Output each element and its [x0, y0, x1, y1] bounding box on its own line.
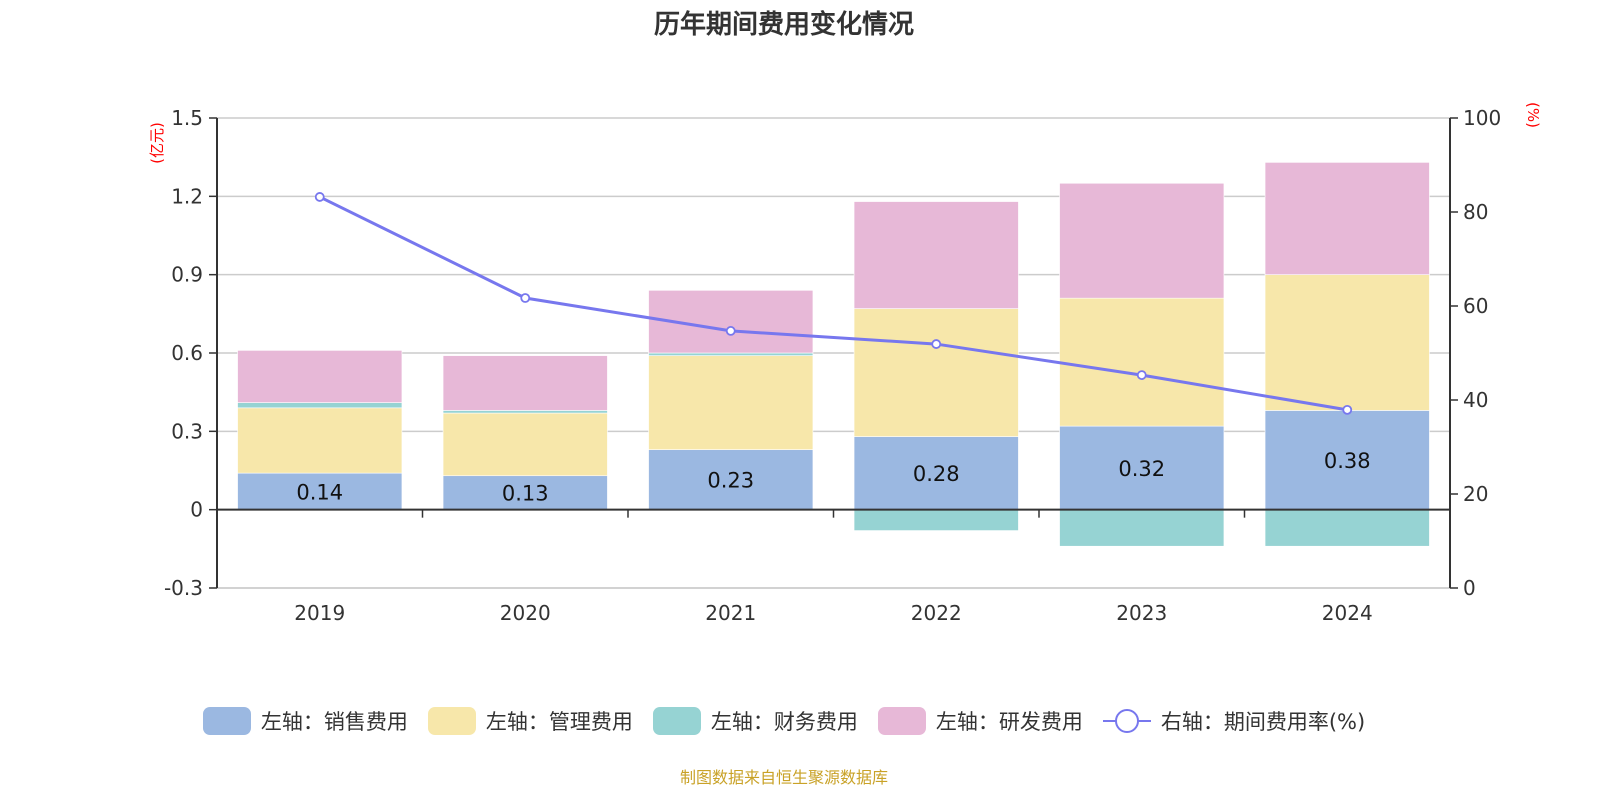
legend-line-marker-icon [1102, 709, 1151, 733]
rate-point [931, 339, 942, 349]
x-axis-label: 2019 [294, 601, 345, 625]
legend-swatch [427, 707, 476, 735]
bar-segment [1059, 297, 1225, 427]
left-axis-tick-label: 0.3 [171, 419, 203, 443]
right-axis-tick-label: 60 [1463, 294, 1488, 318]
left-axis-tick-label: 0.6 [171, 341, 203, 365]
data-labels: 0.14 0.13 0.23 0.28 0.32 0.38 [296, 449, 1370, 506]
legend-swatch [202, 707, 251, 735]
bar-segment [442, 355, 608, 411]
right-axis-unit: (%) [1524, 102, 1542, 128]
bar-segment [442, 475, 608, 510]
bar-segment [853, 436, 1019, 510]
chart-title: 历年期间费用变化情况 [653, 10, 914, 40]
legend-item[interactable]: 左轴：管理费用 [427, 706, 633, 736]
legend-item[interactable]: 左轴：研发费用 [877, 706, 1083, 736]
rate-point [1342, 404, 1353, 415]
rate-line [319, 195, 1348, 412]
rate-point [1136, 370, 1147, 380]
chart-canvas: 1.5 1.2 0.9 0.6 0.3 0 -0.3 100 80 60 40 20 0 2019 2020… [148, 102, 1542, 625]
left-axis-tick-label: -0.3 [164, 576, 203, 600]
bar-segment [442, 412, 608, 477]
right-axis-tick-label: 100 [1463, 106, 1501, 130]
legend-label: 左轴：销售费用 [260, 710, 408, 734]
bar-segment [648, 352, 814, 356]
bar-segment [1264, 274, 1430, 411]
rate-point [520, 293, 531, 303]
rate-point [725, 326, 736, 336]
left-axis-unit: (亿元) [148, 122, 166, 164]
bar-segment [1264, 509, 1430, 547]
bar-data-label: 0.38 [1324, 449, 1371, 473]
bar-segment [648, 355, 814, 450]
bar-segment [1059, 182, 1225, 299]
x-axis-label: 2024 [1322, 601, 1373, 625]
bar-segment [853, 201, 1019, 309]
left-axis-tick-label: 0.9 [171, 263, 203, 287]
bar-data-label: 0.14 [296, 480, 343, 504]
bar-segment [1264, 162, 1430, 275]
legend-item[interactable]: 左轴：财务费用 [652, 706, 858, 736]
bar-data-label: 0.32 [1118, 457, 1165, 481]
bar-data-label: 0.13 [502, 482, 549, 506]
bar-segment [237, 402, 403, 409]
grid-lines [217, 117, 1450, 589]
left-axis-tick-label: 1.5 [171, 106, 203, 130]
right-axis-tick-label: 40 [1463, 388, 1488, 412]
x-axis-label: 2022 [911, 601, 962, 625]
bar-data-label: 0.28 [913, 462, 960, 486]
right-axis-tick-label: 80 [1463, 200, 1488, 224]
legend-label: 左轴：研发费用 [935, 710, 1083, 734]
legend-item[interactable]: 右轴：期间费用率(%) [1102, 706, 1366, 736]
bar-series [237, 162, 1430, 547]
bar-segment [237, 407, 403, 474]
legend-swatch [652, 707, 701, 735]
bar-segment [1059, 509, 1225, 547]
bar-segment [237, 350, 403, 403]
right-axis-tick-label: 0 [1463, 576, 1476, 600]
legend: 左轴：销售费用 左轴：管理费用 左轴：财务费用 左轴：研发费用 右轴：期间费用率(%) [0, 706, 1568, 736]
rate-point [314, 192, 325, 202]
bar-segment [1059, 425, 1225, 510]
bar-segment [1264, 410, 1430, 510]
line-series [314, 192, 1353, 415]
legend-label: 右轴：期间费用率(%) [1160, 710, 1366, 734]
bar-segment [442, 410, 608, 414]
legend-label: 左轴：财务费用 [710, 710, 858, 734]
legend-item[interactable]: 左轴：销售费用 [202, 706, 408, 736]
right-axis-tick-label: 20 [1463, 482, 1488, 506]
x-axis-label: 2020 [500, 601, 551, 625]
bar-segment [853, 308, 1019, 437]
left-axis-tick-label: 1.2 [171, 184, 203, 208]
x-axis-label: 2021 [705, 601, 756, 625]
source-footer: 制图数据来自恒生聚源数据库 [679, 768, 888, 787]
legend-swatch [877, 707, 926, 735]
bar-data-label: 0.23 [707, 469, 754, 493]
bar-segment [853, 509, 1019, 531]
legend-label: 左轴：管理费用 [485, 710, 633, 734]
left-axis-tick-label: 0 [190, 498, 203, 522]
x-axis-label: 2023 [1116, 601, 1167, 625]
axes: 1.5 1.2 0.9 0.6 0.3 0 -0.3 100 80 60 40 20 0 2019 2020… [164, 106, 1501, 625]
